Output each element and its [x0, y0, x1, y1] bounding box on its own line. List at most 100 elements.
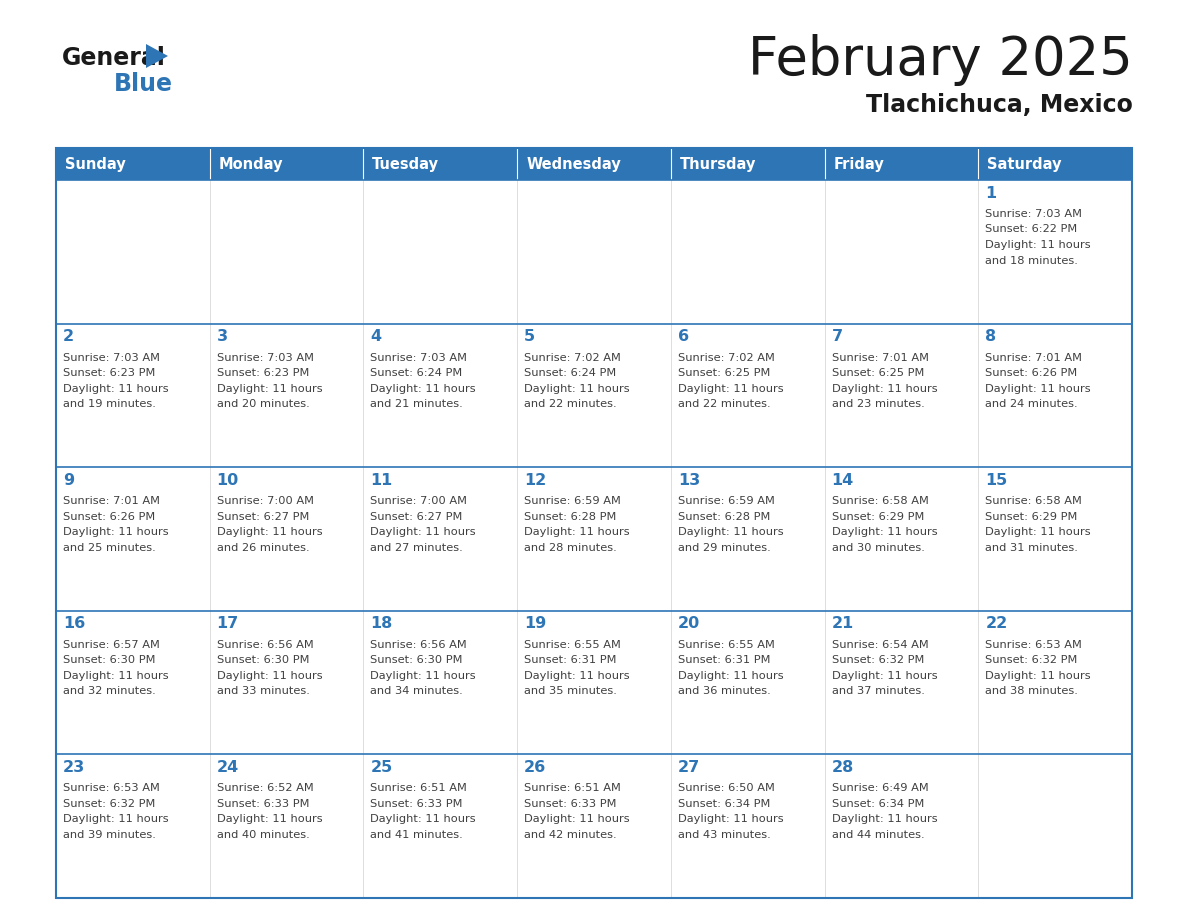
Text: 25: 25	[371, 760, 392, 775]
Text: Sunrise: 6:58 AM: Sunrise: 6:58 AM	[985, 497, 1082, 506]
Text: Sunset: 6:23 PM: Sunset: 6:23 PM	[216, 368, 309, 378]
Bar	[979, 755, 1132, 898]
Text: Daylight: 11 hours: Daylight: 11 hours	[985, 384, 1091, 394]
Text: Daylight: 11 hours: Daylight: 11 hours	[678, 527, 784, 537]
Text: Daylight: 11 hours: Daylight: 11 hours	[371, 384, 476, 394]
Text: Sunset: 6:32 PM: Sunset: 6:32 PM	[63, 799, 156, 809]
Bar	[824, 148, 979, 180]
Bar	[671, 180, 824, 324]
Bar	[56, 755, 209, 898]
Text: 17: 17	[216, 616, 239, 632]
Text: Sunset: 6:30 PM: Sunset: 6:30 PM	[371, 655, 463, 666]
Text: and 34 minutes.: and 34 minutes.	[371, 687, 463, 696]
Text: Sunrise: 6:56 AM: Sunrise: 6:56 AM	[216, 640, 314, 650]
Bar	[56, 180, 209, 324]
Text: Sunset: 6:33 PM: Sunset: 6:33 PM	[371, 799, 463, 809]
Text: Sunrise: 7:02 AM: Sunrise: 7:02 AM	[524, 353, 621, 363]
Text: Sunset: 6:32 PM: Sunset: 6:32 PM	[832, 655, 924, 666]
Text: Sunset: 6:28 PM: Sunset: 6:28 PM	[524, 511, 617, 521]
Text: and 44 minutes.: and 44 minutes.	[832, 830, 924, 840]
Text: 23: 23	[63, 760, 86, 775]
Text: Sunset: 6:32 PM: Sunset: 6:32 PM	[985, 655, 1078, 666]
Text: 7: 7	[832, 329, 842, 344]
Bar	[824, 610, 979, 755]
Bar	[209, 467, 364, 610]
Text: Daylight: 11 hours: Daylight: 11 hours	[524, 527, 630, 537]
Text: 9: 9	[63, 473, 74, 487]
Text: Daylight: 11 hours: Daylight: 11 hours	[832, 527, 937, 537]
Bar	[824, 467, 979, 610]
Text: Sunset: 6:31 PM: Sunset: 6:31 PM	[678, 655, 770, 666]
Text: and 21 minutes.: and 21 minutes.	[371, 399, 463, 409]
Text: Daylight: 11 hours: Daylight: 11 hours	[216, 671, 322, 681]
Text: Sunday: Sunday	[65, 158, 126, 173]
Bar	[209, 180, 364, 324]
Text: Sunset: 6:25 PM: Sunset: 6:25 PM	[832, 368, 924, 378]
Text: Sunset: 6:33 PM: Sunset: 6:33 PM	[524, 799, 617, 809]
Bar	[824, 324, 979, 467]
Text: Daylight: 11 hours: Daylight: 11 hours	[371, 671, 476, 681]
Text: Thursday: Thursday	[680, 158, 757, 173]
Bar	[364, 324, 517, 467]
Bar	[671, 324, 824, 467]
Text: and 33 minutes.: and 33 minutes.	[216, 687, 309, 696]
Bar	[671, 755, 824, 898]
Text: and 42 minutes.: and 42 minutes.	[524, 830, 617, 840]
Text: Sunset: 6:33 PM: Sunset: 6:33 PM	[216, 799, 309, 809]
Text: Sunrise: 7:01 AM: Sunrise: 7:01 AM	[832, 353, 929, 363]
Text: 19: 19	[524, 616, 546, 632]
Bar	[56, 467, 209, 610]
Text: Daylight: 11 hours: Daylight: 11 hours	[63, 527, 169, 537]
Text: Friday: Friday	[834, 158, 884, 173]
Text: Sunrise: 6:52 AM: Sunrise: 6:52 AM	[216, 783, 314, 793]
Bar	[979, 324, 1132, 467]
Text: Sunset: 6:29 PM: Sunset: 6:29 PM	[832, 511, 924, 521]
Text: and 24 minutes.: and 24 minutes.	[985, 399, 1078, 409]
Text: 27: 27	[678, 760, 700, 775]
Bar	[671, 467, 824, 610]
Text: Sunrise: 7:00 AM: Sunrise: 7:00 AM	[216, 497, 314, 506]
Text: Sunrise: 6:51 AM: Sunrise: 6:51 AM	[371, 783, 467, 793]
Bar	[979, 180, 1132, 324]
Text: Sunrise: 6:55 AM: Sunrise: 6:55 AM	[678, 640, 775, 650]
Polygon shape	[146, 44, 168, 68]
Bar	[517, 610, 671, 755]
Text: Daylight: 11 hours: Daylight: 11 hours	[524, 384, 630, 394]
Text: Wednesday: Wednesday	[526, 158, 621, 173]
Text: and 41 minutes.: and 41 minutes.	[371, 830, 463, 840]
Text: 16: 16	[63, 616, 86, 632]
Text: and 40 minutes.: and 40 minutes.	[216, 830, 309, 840]
Text: Daylight: 11 hours: Daylight: 11 hours	[678, 384, 784, 394]
Text: 28: 28	[832, 760, 854, 775]
Text: 4: 4	[371, 329, 381, 344]
Text: Sunrise: 6:56 AM: Sunrise: 6:56 AM	[371, 640, 467, 650]
Text: and 18 minutes.: and 18 minutes.	[985, 255, 1079, 265]
Text: and 35 minutes.: and 35 minutes.	[524, 687, 617, 696]
Text: Sunrise: 6:59 AM: Sunrise: 6:59 AM	[678, 497, 775, 506]
Text: Daylight: 11 hours: Daylight: 11 hours	[63, 671, 169, 681]
Text: Sunset: 6:24 PM: Sunset: 6:24 PM	[524, 368, 617, 378]
Text: General: General	[62, 46, 166, 70]
Bar	[56, 324, 209, 467]
Text: and 27 minutes.: and 27 minutes.	[371, 543, 463, 553]
Text: 6: 6	[678, 329, 689, 344]
Text: 10: 10	[216, 473, 239, 487]
Text: Sunset: 6:25 PM: Sunset: 6:25 PM	[678, 368, 770, 378]
Text: Sunset: 6:30 PM: Sunset: 6:30 PM	[216, 655, 309, 666]
Text: Tuesday: Tuesday	[372, 158, 440, 173]
Text: and 29 minutes.: and 29 minutes.	[678, 543, 771, 553]
Bar	[517, 324, 671, 467]
Text: and 38 minutes.: and 38 minutes.	[985, 687, 1079, 696]
Bar	[209, 755, 364, 898]
Text: Sunrise: 7:01 AM: Sunrise: 7:01 AM	[985, 353, 1082, 363]
Text: Sunset: 6:27 PM: Sunset: 6:27 PM	[371, 511, 463, 521]
Text: and 23 minutes.: and 23 minutes.	[832, 399, 924, 409]
Text: Sunset: 6:34 PM: Sunset: 6:34 PM	[678, 799, 770, 809]
Text: Sunrise: 6:49 AM: Sunrise: 6:49 AM	[832, 783, 928, 793]
Text: 26: 26	[524, 760, 546, 775]
Bar	[517, 755, 671, 898]
Text: and 26 minutes.: and 26 minutes.	[216, 543, 309, 553]
Text: Saturday: Saturday	[987, 158, 1062, 173]
Text: and 28 minutes.: and 28 minutes.	[524, 543, 617, 553]
Text: 18: 18	[371, 616, 392, 632]
